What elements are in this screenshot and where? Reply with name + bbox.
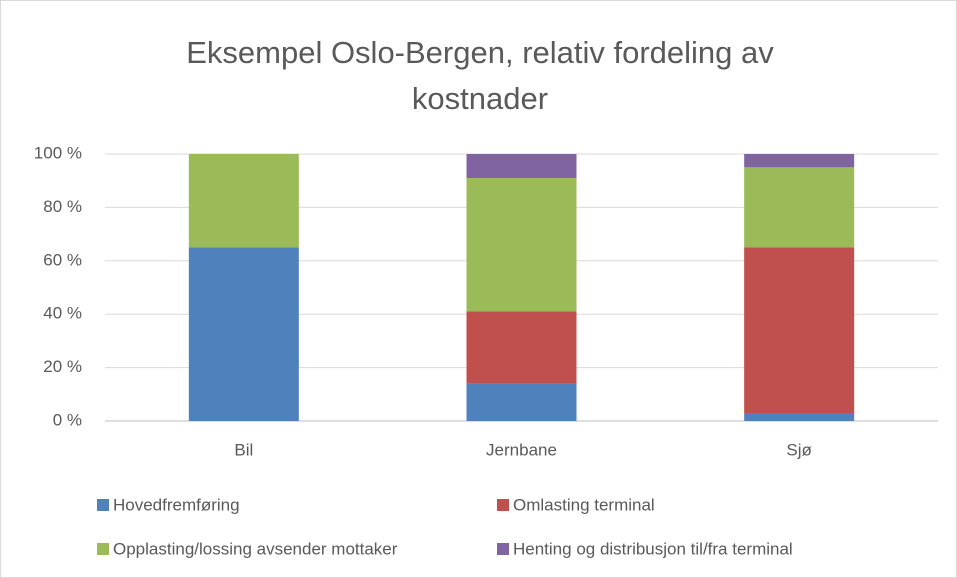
x-tick-label: Bil bbox=[234, 440, 253, 459]
bar-segment bbox=[744, 167, 855, 248]
legend-label: Henting og distribusjon til/fra terminal bbox=[513, 539, 793, 558]
legend-label: Opplasting/lossing avsender mottaker bbox=[113, 539, 398, 558]
bar-segment bbox=[188, 247, 299, 421]
x-tick-label: Sjø bbox=[786, 440, 812, 459]
bar-segment bbox=[744, 412, 855, 421]
bar-segment bbox=[466, 311, 577, 384]
x-tick-label: Jernbane bbox=[486, 440, 557, 459]
y-tick-label: 20 % bbox=[43, 357, 82, 376]
bar-segment bbox=[466, 383, 577, 421]
legend-swatch bbox=[97, 543, 109, 555]
legend-swatch bbox=[497, 543, 509, 555]
bar-segment bbox=[744, 154, 855, 168]
chart-title: Eksempel Oslo-Bergen, relativ fordeling … bbox=[186, 35, 774, 116]
bar-segment bbox=[466, 154, 577, 179]
y-tick-label: 100 % bbox=[34, 143, 82, 162]
bar-segment bbox=[744, 247, 855, 413]
y-tick-label: 0 % bbox=[53, 410, 82, 429]
y-tick-label: 60 % bbox=[43, 250, 82, 269]
legend-swatch bbox=[497, 499, 509, 511]
bar-segment bbox=[466, 178, 577, 312]
y-tick-label: 80 % bbox=[43, 197, 82, 216]
y-tick-label: 40 % bbox=[43, 304, 82, 323]
legend-swatch bbox=[97, 499, 109, 511]
legend-label: Hovedfremføring bbox=[113, 495, 240, 514]
bar-segment bbox=[188, 154, 299, 248]
legend-label: Omlasting terminal bbox=[513, 495, 655, 514]
